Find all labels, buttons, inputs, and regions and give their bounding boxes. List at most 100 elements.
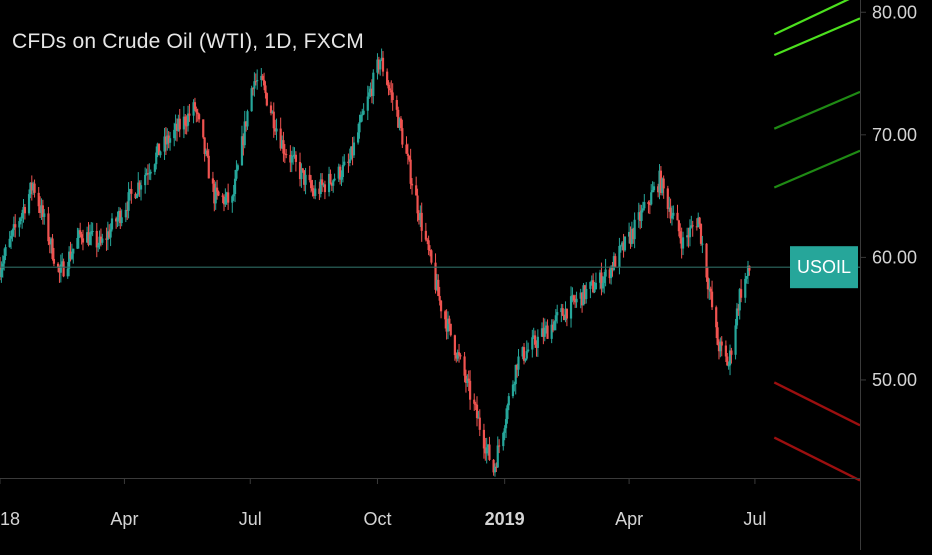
trend-line-red[interactable]	[773, 436, 861, 482]
candle-body	[550, 324, 553, 339]
candle-body	[120, 217, 123, 224]
candle-body	[651, 190, 654, 193]
candle-body	[243, 121, 246, 146]
candle-body	[658, 170, 661, 193]
candle-body	[166, 135, 169, 145]
candle-body	[603, 276, 606, 283]
candle-body	[37, 192, 40, 207]
candle-body	[221, 195, 224, 197]
candle-body	[186, 113, 190, 126]
candle-body	[459, 355, 462, 357]
candle-body	[361, 114, 364, 116]
candle-body	[401, 128, 404, 145]
trend-line-dark-green[interactable]	[773, 90, 861, 130]
candle-body	[650, 192, 653, 205]
candle-body	[533, 335, 537, 345]
candle-body	[463, 356, 466, 376]
candle-body	[611, 266, 614, 271]
candle-body	[531, 337, 534, 350]
candle-body	[705, 243, 708, 278]
trend-line-red[interactable]	[773, 381, 861, 427]
candle-body	[202, 119, 205, 138]
candle-body	[232, 194, 235, 197]
candle-body	[343, 161, 346, 165]
candle-body	[688, 227, 692, 238]
candle-body	[514, 364, 517, 385]
candle-body	[604, 269, 607, 277]
candle-body	[748, 265, 751, 271]
candle-body	[717, 344, 721, 352]
candle-body	[640, 210, 643, 221]
candle-body	[369, 88, 372, 93]
candle-body	[618, 245, 621, 268]
candle-body	[178, 118, 181, 130]
candle-body	[116, 217, 119, 222]
candle-body	[727, 365, 730, 367]
candle-body	[168, 138, 172, 143]
candle-body	[598, 272, 602, 283]
candle-body	[666, 188, 669, 209]
candle-body	[484, 448, 487, 454]
candle-body	[33, 183, 36, 193]
candle-body	[621, 242, 624, 246]
candle-body	[184, 116, 187, 126]
candle-body	[309, 180, 313, 189]
symbol-price-badge[interactable]: USOIL	[790, 246, 858, 289]
trend-line-bright-green[interactable]	[773, 17, 861, 57]
candle-body	[0, 269, 3, 277]
candle-body	[435, 279, 439, 290]
candle-body	[337, 166, 340, 179]
candle-body	[304, 174, 307, 185]
price-axis[interactable]: 50.00 60.00 70.00 80.00	[860, 2, 917, 390]
candle-body	[352, 142, 356, 156]
candle-body	[477, 417, 480, 419]
trend-line-dark-green[interactable]	[773, 149, 861, 189]
candle-body	[52, 258, 56, 264]
candle-body	[648, 204, 651, 206]
candle-body	[269, 105, 273, 114]
candle-body	[563, 315, 566, 320]
candle-body	[330, 183, 333, 186]
candle-body	[467, 378, 470, 381]
candle-body	[546, 325, 549, 339]
candle-body	[30, 182, 33, 191]
candle-body	[262, 79, 266, 86]
candle-body	[177, 118, 180, 131]
candle-body	[698, 217, 701, 224]
candle-body	[734, 325, 737, 355]
candle-body	[29, 182, 32, 195]
candle-body	[453, 335, 456, 356]
candle-body	[350, 146, 353, 160]
candle-body	[196, 112, 199, 115]
candle-body	[627, 231, 631, 237]
candle-body	[293, 154, 296, 156]
candle-body	[185, 125, 188, 127]
candle-body	[590, 280, 593, 282]
candle-body	[632, 228, 635, 240]
candle-body	[506, 405, 509, 420]
chart-title: CFDs on Crude Oil (WTI), 1D, FXCM	[12, 30, 364, 53]
candle-body	[744, 278, 747, 298]
trend-line-bright-green[interactable]	[773, 0, 860, 36]
candle-body	[23, 207, 26, 214]
candle-body	[622, 242, 625, 251]
candle-body	[676, 212, 679, 221]
candle-body	[86, 232, 89, 243]
candle-body	[283, 153, 286, 155]
candle-body	[72, 248, 75, 254]
candle-body	[22, 207, 25, 214]
candle-body	[213, 183, 216, 204]
candle-body	[81, 238, 85, 243]
candle-body	[406, 153, 409, 156]
candle-body	[569, 296, 573, 319]
candle-body	[391, 92, 394, 101]
candle-body	[126, 209, 129, 211]
time-axis[interactable]: 2018 Apr Jul Oct 2019 Apr Jul	[0, 478, 766, 529]
candle-body	[372, 72, 375, 97]
candle-body	[308, 174, 311, 181]
candle-body	[264, 85, 267, 94]
candle-body	[294, 154, 297, 162]
candle-body	[204, 150, 208, 154]
